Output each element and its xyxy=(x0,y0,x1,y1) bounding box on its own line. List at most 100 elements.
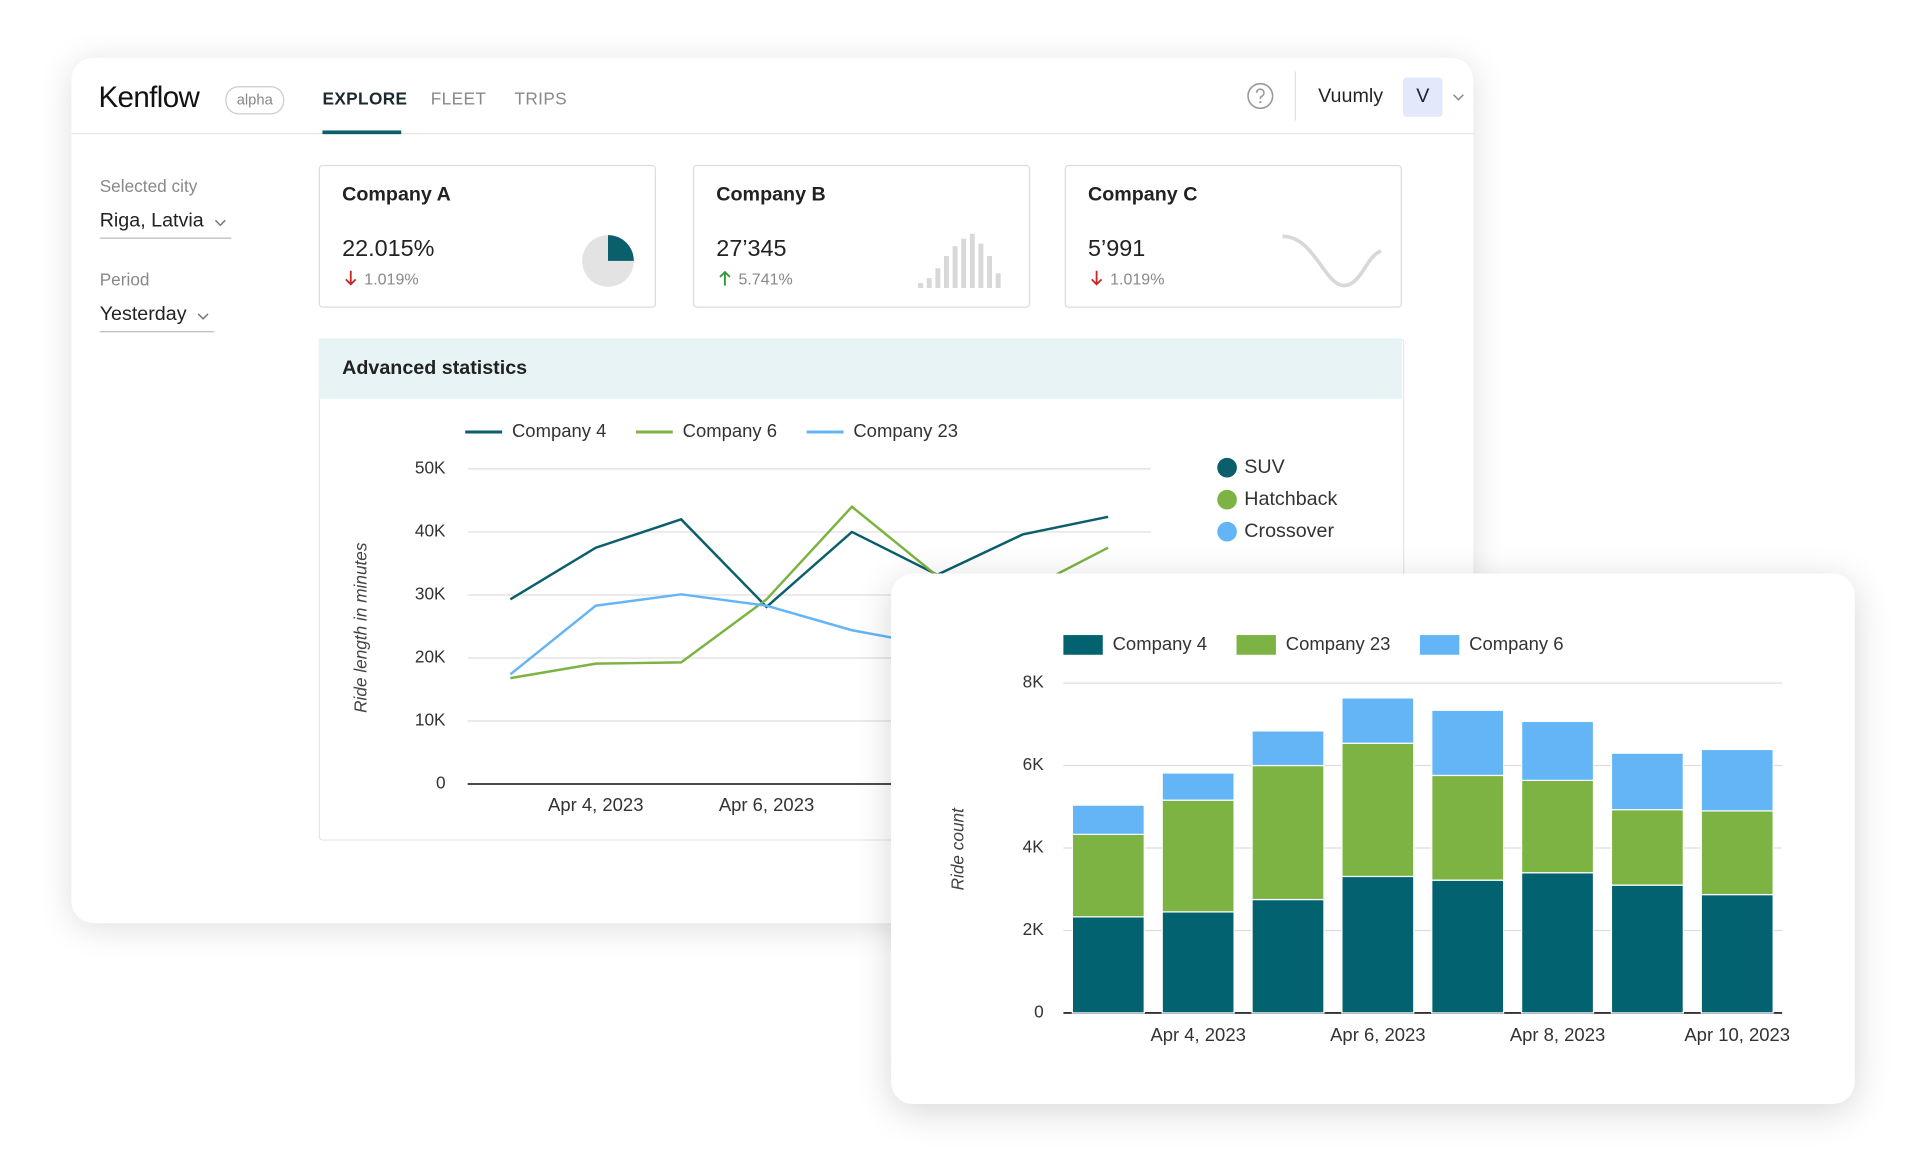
legend-label: Company 23 xyxy=(1286,633,1391,654)
bar-segment xyxy=(1610,809,1684,886)
bar-segment xyxy=(1610,884,1684,1014)
x-tick-label: Apr 6, 2023 xyxy=(719,794,814,815)
x-tick-label: Apr 10, 2023 xyxy=(1684,1024,1790,1045)
filter-value[interactable]: Yesterday xyxy=(99,304,214,333)
y-axis-label: Ride count xyxy=(947,807,967,891)
card-value: 27’345 xyxy=(716,236,787,263)
bar-segment xyxy=(1700,893,1774,1014)
y-tick-label: 8K xyxy=(1023,672,1045,692)
bar-segment xyxy=(1431,709,1505,777)
card-sparkbars xyxy=(918,233,1001,288)
user-chevron[interactable] xyxy=(1451,91,1466,103)
y-axis-label: Ride length in minutes xyxy=(350,542,370,713)
nav-tab[interactable]: EXPLORE xyxy=(322,88,408,109)
bar-segment xyxy=(1700,810,1774,896)
bar-segment xyxy=(1071,833,1145,918)
card-title: Company C xyxy=(1087,184,1198,206)
y-tick-label: 50K xyxy=(415,457,446,477)
card-title: Company A xyxy=(342,184,451,206)
bar-segment xyxy=(1251,764,1325,901)
bar-segment xyxy=(1251,898,1325,1014)
y-tick-label: 4K xyxy=(1023,837,1045,857)
chevron xyxy=(197,313,209,320)
stats-title: Advanced statistics xyxy=(342,358,528,380)
help-circle xyxy=(1247,82,1274,110)
filter-chevron xyxy=(197,313,209,320)
legend-label: Company 23 xyxy=(853,420,958,441)
bar-segment xyxy=(1431,879,1505,1014)
bar-segment xyxy=(1431,774,1505,881)
avatar[interactable]: V xyxy=(1403,77,1443,117)
help-icon[interactable] xyxy=(1246,81,1276,111)
brand[interactable]: Kenflow xyxy=(98,81,200,115)
user-divider xyxy=(1294,71,1296,121)
legend-swatch xyxy=(1419,635,1460,655)
x-tick-label: Apr 8, 2023 xyxy=(1510,1024,1605,1045)
change-arrow xyxy=(719,270,731,286)
legend-dot xyxy=(1217,489,1237,510)
nav-tab[interactable]: TRIPS xyxy=(514,88,568,109)
line-series xyxy=(509,515,1109,609)
change-arrow xyxy=(1091,270,1103,286)
card-change: 1.019% xyxy=(1110,269,1165,288)
y-tick-label: 30K xyxy=(415,584,446,604)
card-value: 5’991 xyxy=(1087,236,1146,263)
bar-segment xyxy=(1341,697,1415,744)
arrow xyxy=(345,270,357,286)
bar-segment xyxy=(1161,799,1235,913)
card-change: 5.741% xyxy=(738,269,793,288)
legend-label: Crossover xyxy=(1244,520,1334,542)
card-value: 22.015% xyxy=(342,236,435,263)
bar-segment xyxy=(1071,804,1145,836)
filter-label: Period xyxy=(99,269,150,290)
y-tick-label: 2K xyxy=(1023,919,1045,939)
bar-segment xyxy=(1071,916,1145,1014)
legend-label: Company 4 xyxy=(512,420,606,441)
filter-value[interactable]: Riga, Latvia xyxy=(99,210,231,239)
arrow xyxy=(1091,270,1103,286)
arrow xyxy=(719,270,731,286)
legend-swatch xyxy=(1236,635,1276,655)
card-change: 1.019% xyxy=(364,269,419,288)
bar-segment xyxy=(1520,779,1595,874)
legend-swatch xyxy=(1063,635,1103,655)
change-arrow xyxy=(345,270,357,286)
stats-header xyxy=(318,338,1402,399)
legend-label: Company 4 xyxy=(1113,633,1207,654)
y-tick-label: 10K xyxy=(415,710,446,730)
legend-label: SUV xyxy=(1244,456,1285,478)
help-dot xyxy=(1259,101,1262,104)
bar-segment xyxy=(1341,742,1415,878)
bar-segment xyxy=(1520,720,1595,781)
tab-underline xyxy=(322,130,402,135)
legend-label: Company 6 xyxy=(683,420,777,441)
help-glyph xyxy=(1255,88,1265,99)
bar-segment xyxy=(1700,748,1774,812)
card-title: Company B xyxy=(716,184,826,206)
x-tick-label: Apr 4, 2023 xyxy=(1150,1024,1245,1045)
badge: alpha xyxy=(225,86,285,115)
legend-label: Hatchback xyxy=(1244,488,1337,510)
bar-segment xyxy=(1161,911,1235,1014)
bar-segment xyxy=(1520,872,1595,1014)
y-tick-label: 0 xyxy=(1034,1001,1044,1021)
y-tick-label: 20K xyxy=(415,647,446,667)
card-pie xyxy=(582,235,634,287)
y-tick-label: 6K xyxy=(1023,754,1045,774)
user-name[interactable]: Vuumly xyxy=(1318,86,1384,108)
filter-chevron xyxy=(214,219,226,227)
y-tick-label: 0 xyxy=(436,773,446,793)
header-divider xyxy=(71,132,1474,135)
x-tick-label: Apr 4, 2023 xyxy=(548,794,643,815)
legend-label: Company 6 xyxy=(1469,633,1563,654)
legend-dot xyxy=(1217,521,1237,542)
filter-label: Selected city xyxy=(99,175,198,196)
nav-tab[interactable]: FLEET xyxy=(430,88,487,109)
bar-segment xyxy=(1251,730,1325,767)
card-wave xyxy=(1282,234,1382,288)
legend-dot xyxy=(1217,457,1237,478)
